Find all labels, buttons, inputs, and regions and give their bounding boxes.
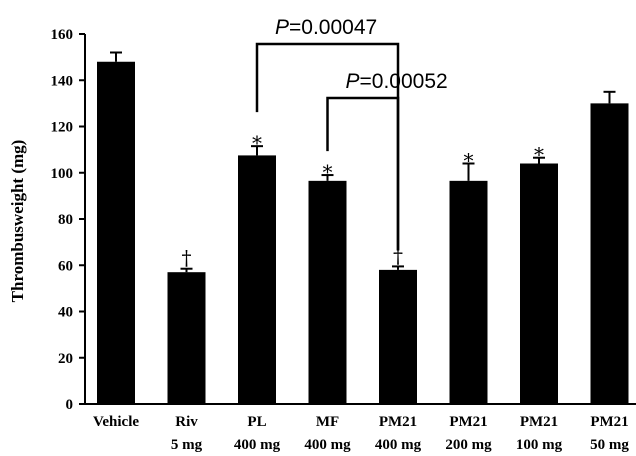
bars [97, 61, 629, 404]
significance-marker: * [464, 149, 474, 173]
x-tick-label-dose: 5 mg [171, 437, 203, 453]
x-tick-label-dose: 400 mg [304, 437, 351, 453]
significance-marker: † [393, 243, 403, 267]
x-tick-labels: Vehicle Riv 5 mg PL 400 mg MF 400 mg PM21 400 mg… [93, 414, 629, 453]
bar [167, 272, 206, 404]
error-bars [110, 51, 616, 273]
p-value: =0.00047 [289, 16, 377, 39]
y-tick-label: 120 [51, 120, 74, 136]
y-tick-label: 140 [51, 73, 74, 89]
y-axis-label: Thrombusweight (mg) [8, 140, 27, 303]
y-tick-label: 60 [58, 258, 73, 274]
p-symbol: P [275, 16, 289, 39]
x-tick-label: MF [316, 414, 339, 430]
y-tick-label: 100 [51, 166, 74, 182]
bar [520, 163, 558, 404]
bar [449, 180, 488, 404]
significance-marker: * [323, 160, 333, 184]
x-tick-label: Riv [175, 414, 198, 430]
bar [97, 61, 135, 404]
bar [238, 155, 276, 404]
significance-marker: * [534, 143, 544, 167]
y-tick-label: 160 [51, 27, 74, 43]
significance-bracket [326, 96, 400, 251]
x-tick-label: PM21 [590, 414, 628, 430]
x-tick-label-dose: 400 mg [375, 437, 422, 453]
x-tick-label: PM21 [449, 414, 487, 430]
y-tick-label: 80 [58, 212, 73, 228]
p-symbol: P [346, 70, 360, 93]
significance-marker: * [252, 131, 262, 155]
bar [308, 180, 347, 404]
x-tick-label-dose: 400 mg [234, 437, 281, 453]
x-tick-label: PM21 [379, 414, 417, 430]
y-tick-label: 40 [58, 305, 73, 321]
bar [590, 103, 629, 404]
significance-markers: † * * † * * [182, 131, 545, 270]
bar [379, 269, 417, 404]
significance-marker: † [182, 246, 192, 270]
x-tick-label-dose: 50 mg [590, 437, 629, 453]
x-tick-label: PM21 [520, 414, 558, 430]
y-tick-label: 20 [58, 351, 73, 367]
x-tick-label: Vehicle [93, 414, 139, 430]
x-tick-label-dose: 200 mg [445, 437, 492, 453]
x-tick-label: PL [247, 414, 266, 430]
y-tick-label: 0 [66, 397, 74, 413]
p-value-label: P=0.00047 [275, 16, 377, 39]
y-tick-marks: 0 20 40 60 80 100 120 140 160 [51, 27, 85, 413]
x-tick-label-dose: 100 mg [516, 437, 563, 453]
p-value: =0.00052 [360, 70, 448, 93]
p-value-label: P=0.00052 [346, 70, 448, 93]
